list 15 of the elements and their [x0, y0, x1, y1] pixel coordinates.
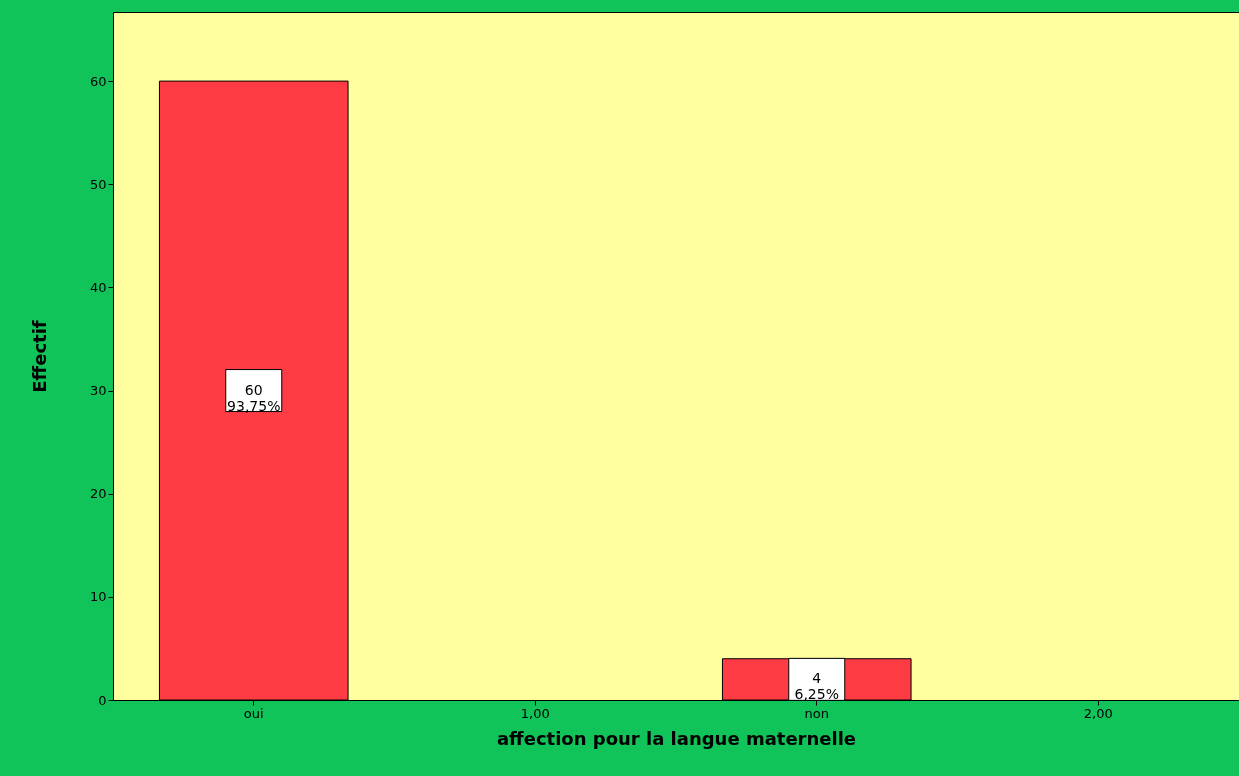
- y-tick-label: 30: [89, 383, 107, 399]
- y-tick-label: 40: [89, 279, 107, 295]
- x-tick-label: oui: [243, 705, 264, 721]
- y-tick-label: 20: [89, 486, 107, 502]
- y-tick-label: 50: [89, 176, 107, 192]
- x-tick-label: 1,00: [520, 705, 550, 721]
- y-axis-title: Effectif: [28, 320, 50, 393]
- y-tick-label: 0: [98, 692, 107, 708]
- data-label: 4 6,25%: [794, 670, 839, 703]
- y-tick-label: 10: [89, 589, 107, 605]
- y-tick-label: 60: [89, 73, 107, 89]
- x-tick-label: 2,00: [1083, 705, 1113, 721]
- x-tick-label: non: [804, 705, 829, 721]
- data-label: 60 93,75%: [227, 381, 281, 414]
- x-axis-title: affection pour la langue maternelle: [496, 727, 857, 749]
